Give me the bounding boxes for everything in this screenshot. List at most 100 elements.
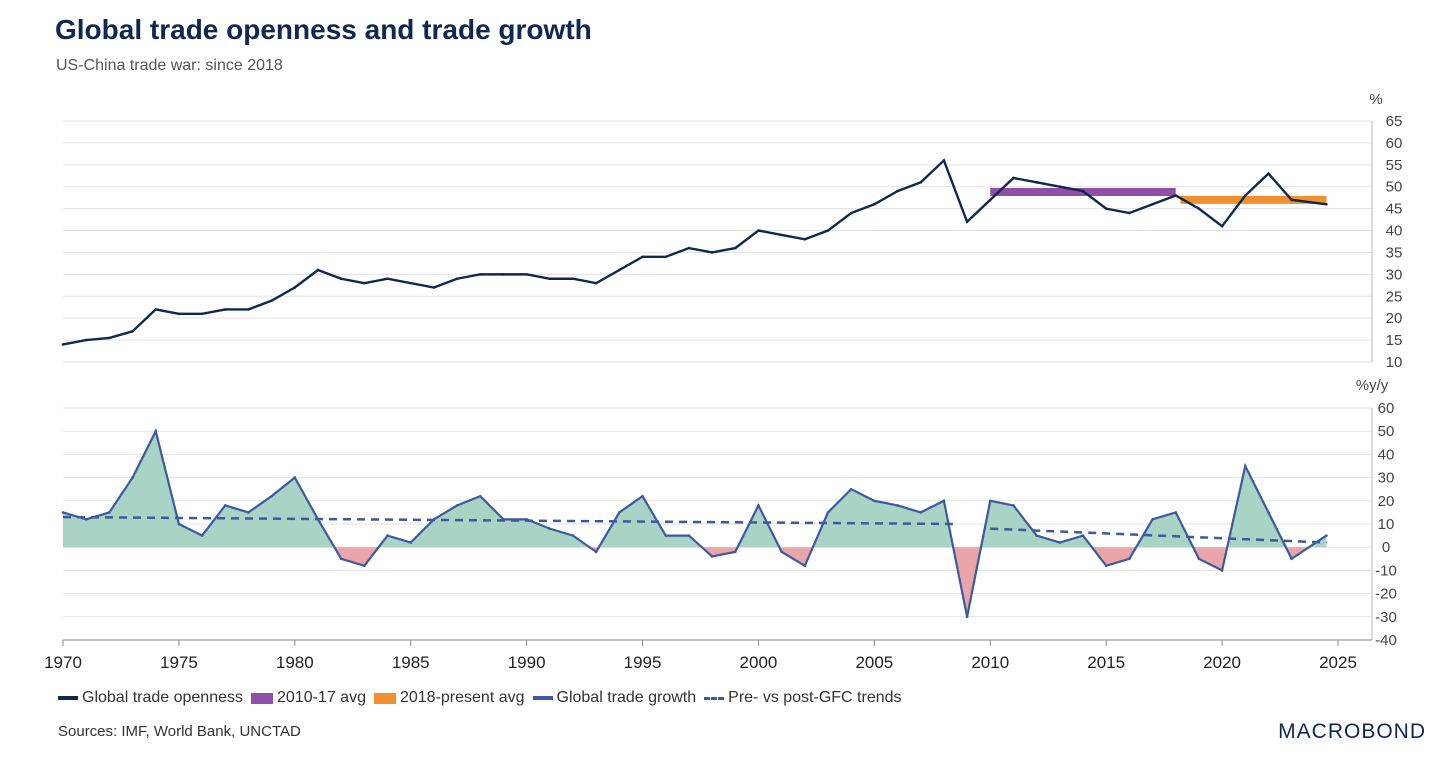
y-tick-label: -30 — [1375, 609, 1397, 626]
openness-point — [455, 277, 459, 281]
growth-point — [757, 504, 760, 507]
growth-point — [965, 615, 969, 619]
openness-point — [502, 273, 505, 276]
y-tick-label: 20 — [1386, 310, 1403, 327]
growth-point — [618, 511, 621, 514]
growth-point — [873, 499, 876, 503]
trend-line — [990, 527, 1327, 544]
growth-point — [247, 511, 250, 514]
openness-point — [988, 198, 992, 202]
legend-label: Global trade growth — [556, 689, 697, 706]
growth-point — [548, 527, 552, 530]
legend-label: Global trade openness — [82, 689, 243, 706]
openness-point — [965, 220, 969, 224]
macrobond-logo: MACROBOND — [1278, 720, 1426, 743]
growth-point — [1012, 504, 1015, 507]
growth-point — [780, 550, 783, 554]
openness-point — [594, 281, 598, 285]
legend-avg-2010-17: 2010-17 avg — [251, 689, 366, 707]
growth-point — [293, 476, 297, 479]
openness-point — [942, 159, 946, 162]
growth-point — [270, 494, 273, 498]
chart-title: Global trade openness and trade growth — [55, 14, 592, 45]
growth-point — [1290, 557, 1293, 561]
openness-point — [293, 286, 297, 289]
openness-point — [200, 312, 204, 316]
y-tick-label: 20 — [1378, 493, 1395, 510]
y-tick-label: 60 — [1386, 135, 1403, 152]
openness-point — [873, 202, 876, 206]
y-tick-label: 65 — [1386, 113, 1403, 130]
growth-point — [896, 504, 899, 507]
growth-point — [1325, 534, 1328, 537]
y-tick-label: 35 — [1386, 244, 1403, 261]
openness-point — [1220, 224, 1224, 228]
growth-point — [363, 564, 366, 568]
openness-point — [919, 181, 923, 184]
x-tick-label: 2015 — [1087, 653, 1125, 672]
openness-point — [61, 343, 65, 346]
legend-avg-2018-present: 2018-present avg — [373, 689, 525, 707]
x-tick-label: 2020 — [1203, 653, 1241, 672]
legend-growth: Global trade growth — [532, 689, 697, 707]
growth-point — [733, 550, 737, 554]
openness-point — [1128, 211, 1131, 215]
growth-point — [1243, 464, 1247, 468]
growth-point — [664, 534, 668, 537]
openness-point — [525, 273, 528, 276]
openness-point — [108, 336, 111, 340]
openness-point — [571, 277, 575, 281]
openness-point — [548, 277, 552, 281]
openness-point — [1151, 202, 1154, 206]
openness-point — [1081, 189, 1085, 193]
x-tick-label: 1985 — [392, 653, 430, 672]
legend-label: 2018-present avg — [399, 689, 525, 706]
x-tick-label: 2010 — [971, 653, 1009, 672]
y-tick-label: -10 — [1375, 562, 1397, 579]
openness-point — [1174, 194, 1178, 197]
openness-point — [432, 286, 436, 289]
growth-point — [386, 534, 389, 537]
growth-point — [1197, 557, 1201, 561]
openness-point — [1267, 172, 1270, 175]
openness-point — [641, 255, 644, 259]
growth-point — [223, 504, 227, 507]
source-note: Sources: IMF, World Bank, UNCTAD — [58, 723, 301, 740]
y-tick-label: 30 — [1378, 470, 1395, 487]
legend-swatch — [704, 696, 725, 700]
legend-trends: Pre- vs post-GFC trends — [704, 689, 902, 707]
y-tick-label: -20 — [1375, 586, 1397, 603]
growth-point — [1174, 511, 1178, 514]
y-tick-label: 25 — [1386, 288, 1403, 305]
growth-point — [478, 494, 482, 498]
legend-label: Pre- vs post-GFC trends — [728, 689, 902, 706]
growth-point — [1267, 511, 1270, 514]
growth-point — [200, 534, 204, 537]
growth-point — [177, 522, 181, 526]
y-axis-unit: % — [1369, 91, 1382, 108]
growth-point — [61, 511, 65, 514]
x-tick-label: 2005 — [855, 653, 893, 672]
growth-point — [1220, 569, 1224, 572]
legend-swatch — [373, 692, 396, 704]
openness-point — [664, 255, 668, 259]
y-tick-label: 45 — [1386, 201, 1403, 218]
openness-point — [409, 281, 413, 285]
openness-point — [826, 229, 830, 232]
openness-point — [478, 273, 482, 276]
y-tick-label: 10 — [1378, 516, 1395, 533]
x-tick-label: 2000 — [740, 653, 778, 672]
y-tick-label: 55 — [1386, 157, 1403, 174]
growth-point — [1058, 541, 1062, 544]
openness-point — [131, 330, 134, 333]
openness-point — [1290, 198, 1293, 202]
openness-point — [316, 268, 320, 272]
y-tick-label: 50 — [1378, 423, 1395, 440]
y-tick-label: 30 — [1386, 266, 1403, 283]
y-tick-label: 0 — [1382, 539, 1390, 556]
legend-swatch — [58, 696, 78, 700]
growth-point — [803, 564, 807, 568]
openness-point — [1104, 207, 1108, 210]
openness-point — [1243, 194, 1247, 197]
